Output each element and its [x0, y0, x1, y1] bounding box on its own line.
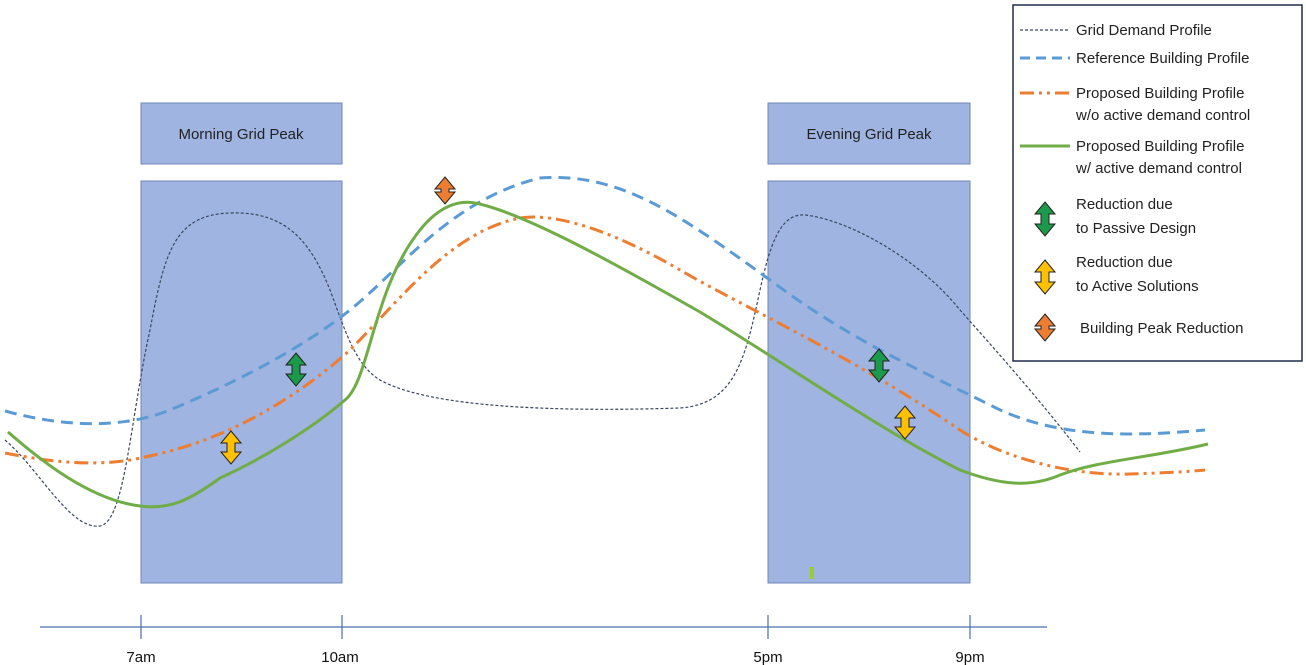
- passive-reduction-marker-morning: [284, 352, 308, 387]
- legend-active-arrow-icon: [1033, 259, 1057, 295]
- peak-reduction-marker: [433, 176, 457, 205]
- legend-active-label-1: Reduction due: [1076, 254, 1173, 271]
- proposed-wo-line: [4, 215, 1206, 476]
- legend-active-label-2: to Active Solutions: [1076, 278, 1199, 295]
- legend-passive-label-2: to Passive Design: [1076, 220, 1196, 237]
- legend-peak-reduction-label: Building Peak Reduction: [1080, 320, 1243, 337]
- small-marker-tick: [810, 567, 814, 579]
- legend-proposed-wo-label-1: Proposed Building Profile: [1076, 85, 1244, 102]
- legend-peak-reduction-arrow-icon: [1033, 313, 1057, 342]
- morning-peak-window: Morning Grid Peak: [140, 102, 343, 584]
- legend-proposed-w-label-1: Proposed Building Profile: [1076, 138, 1244, 155]
- legend-passive-label-1: Reduction due: [1076, 196, 1173, 213]
- legend-proposed-w-label-2: w/ active demand control: [1075, 160, 1242, 177]
- legend: Grid Demand Profile Reference Building P…: [1012, 4, 1303, 362]
- tick-label-10am: 10am: [321, 649, 359, 665]
- active-reduction-marker-morning: [219, 430, 243, 465]
- reference-building-line: [4, 175, 1206, 436]
- proposed-w-line: [7, 200, 1209, 509]
- evening-peak-label: Evening Grid Peak: [806, 126, 932, 143]
- legend-reference-label: Reference Building Profile: [1076, 50, 1249, 67]
- evening-peak-window: Evening Grid Peak: [767, 102, 971, 584]
- morning-peak-label: Morning Grid Peak: [178, 126, 304, 143]
- active-reduction-marker-evening: [893, 405, 917, 440]
- legend-grid-label: Grid Demand Profile: [1076, 22, 1212, 39]
- tick-label-5pm: 5pm: [753, 649, 782, 665]
- evening-peak-label-box: [767, 102, 971, 165]
- legend-passive-arrow-icon: [1033, 201, 1057, 237]
- tick-label-7am: 7am: [126, 649, 155, 665]
- morning-peak-label-box: [140, 102, 343, 165]
- tick-label-9pm: 9pm: [955, 649, 984, 665]
- legend-proposed-wo-label-2: w/o active demand control: [1075, 107, 1250, 124]
- evening-peak-band: [767, 180, 971, 584]
- grid-demand-line: [4, 212, 1081, 527]
- passive-reduction-marker-evening: [867, 348, 891, 383]
- legend-box: [1012, 4, 1303, 362]
- x-axis: 7am 10am 5pm 9pm: [40, 615, 1047, 665]
